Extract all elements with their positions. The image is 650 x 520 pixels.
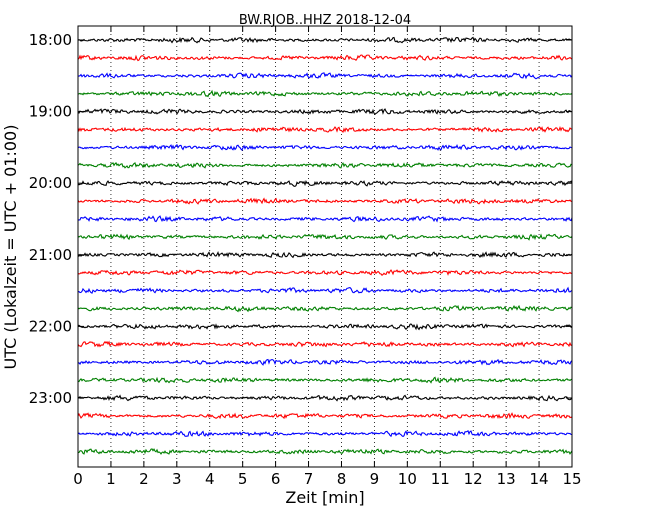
x-tick-label: 10 xyxy=(398,470,417,488)
y-tick-labels: 18:00 19:00 20:00 21:00 22:00 23:00 xyxy=(29,31,72,407)
seismic-trace xyxy=(77,250,573,259)
chart-title: BW.RJOB..HHZ 2018-12-04 xyxy=(239,13,411,28)
seismic-trace xyxy=(77,108,573,116)
y-tick-label: 18:00 xyxy=(29,31,72,49)
plot-frame xyxy=(77,25,573,468)
seismic-trace xyxy=(77,54,573,62)
x-tick-label: 6 xyxy=(271,470,281,488)
seismic-trace xyxy=(77,36,573,44)
x-tick-label: 15 xyxy=(562,470,581,488)
seismic-trace xyxy=(77,269,573,277)
seismic-trace xyxy=(77,376,573,384)
seismic-trace xyxy=(77,429,573,438)
x-tick-label: 1 xyxy=(106,470,116,488)
x-tick-label: 12 xyxy=(464,470,483,488)
x-tick-label: 4 xyxy=(205,470,215,488)
x-axis-label: Zeit [min] xyxy=(285,488,364,507)
x-tick-label: 3 xyxy=(172,470,182,488)
y-tick-label: 20:00 xyxy=(29,174,72,192)
trace-group xyxy=(77,36,573,455)
y-tick-label: 22:00 xyxy=(29,317,72,335)
x-tick-labels: 0 1 2 3 4 5 6 7 8 9 10 11 12 13 14 15 xyxy=(73,470,581,488)
x-tick-label: 14 xyxy=(530,470,549,488)
y-tick-label: 21:00 xyxy=(29,246,72,264)
x-tick-label: 0 xyxy=(73,470,83,488)
x-tick-label: 7 xyxy=(304,470,314,488)
seismic-trace xyxy=(77,233,573,241)
seismic-trace xyxy=(77,72,573,80)
x-tick-label: 2 xyxy=(139,470,149,488)
seismic-trace xyxy=(77,286,573,294)
seismic-trace xyxy=(77,197,573,205)
seismic-trace xyxy=(77,162,573,169)
seismic-trace xyxy=(77,340,573,348)
seismic-trace xyxy=(77,412,573,420)
x-tick-label: 5 xyxy=(238,470,248,488)
y-axis-label: UTC (Lokalzeit = UTC + 01:00) xyxy=(1,125,20,370)
y-tick-label: 23:00 xyxy=(29,389,72,407)
seismic-trace xyxy=(77,304,573,313)
seismic-trace xyxy=(77,323,573,331)
y-tick-label: 19:00 xyxy=(29,103,72,121)
seismic-trace xyxy=(77,143,573,152)
x-tick-label: 11 xyxy=(431,470,450,488)
seismic-trace xyxy=(77,394,573,402)
seismic-trace xyxy=(77,358,573,366)
seismic-trace xyxy=(77,126,573,134)
tick-group xyxy=(77,26,573,467)
seismic-trace xyxy=(77,89,573,98)
seismic-trace xyxy=(77,180,573,187)
seismic-trace xyxy=(77,215,573,223)
seismic-trace xyxy=(77,448,573,455)
x-tick-label: 13 xyxy=(497,470,516,488)
grid-lines xyxy=(110,26,540,467)
x-tick-label: 8 xyxy=(337,470,347,488)
x-tick-label: 9 xyxy=(370,470,380,488)
